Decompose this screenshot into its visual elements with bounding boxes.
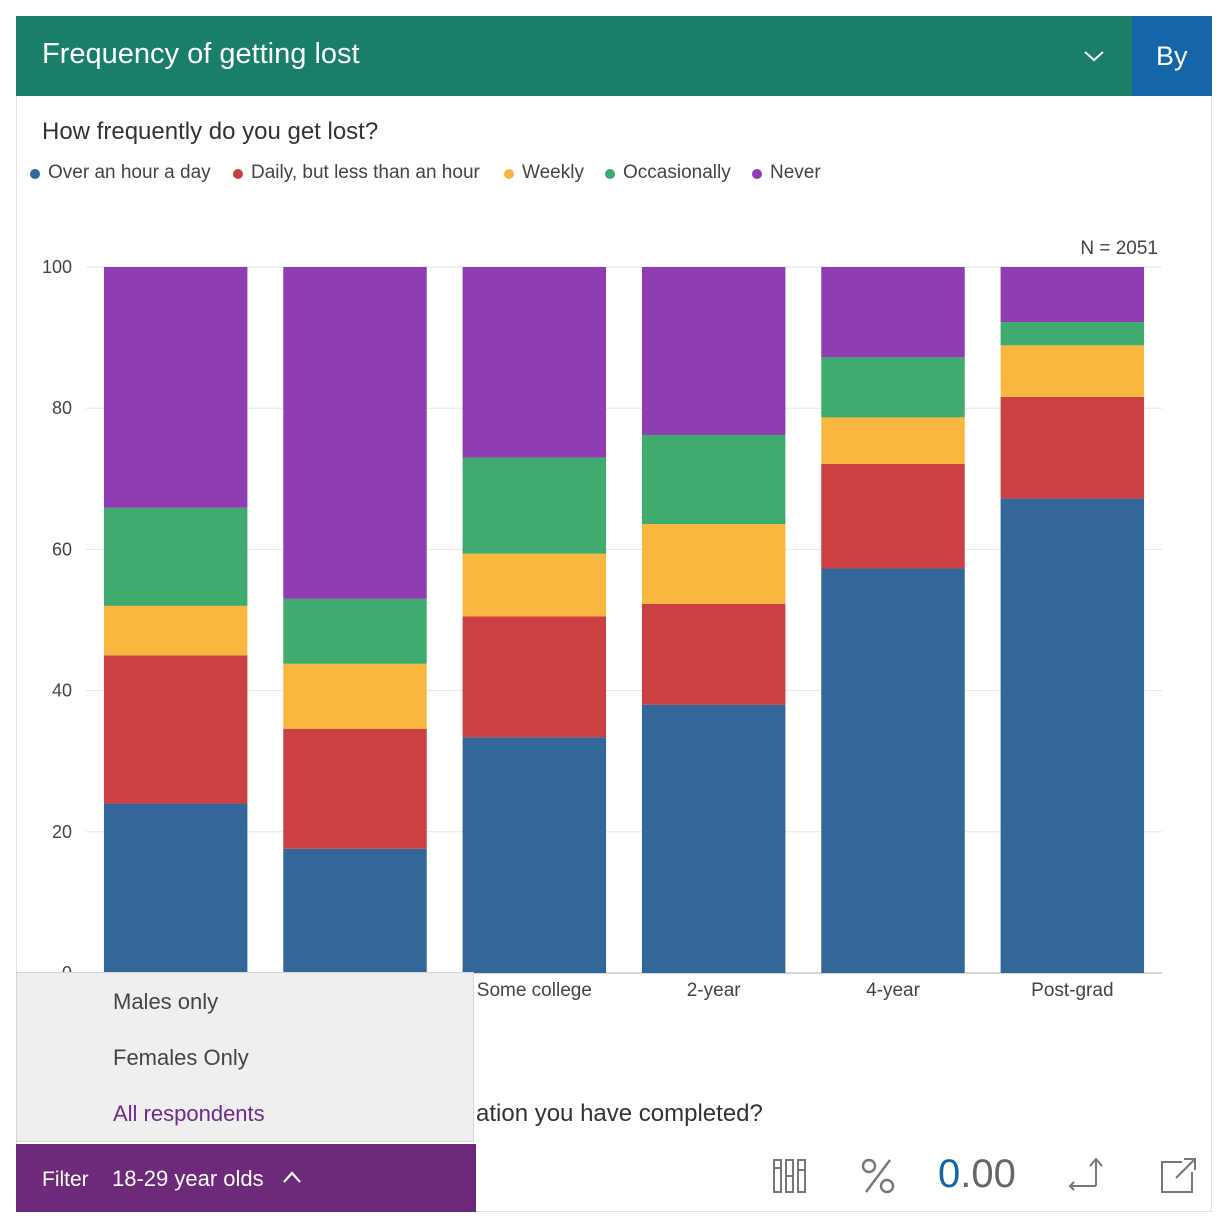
filter-dropdown-menu: Males only Females Only All respondents xyxy=(16,972,474,1142)
bar-segment xyxy=(641,267,786,436)
filter-option-males[interactable]: Males only xyxy=(113,989,219,1014)
bar-segment xyxy=(821,463,965,569)
bar-segment xyxy=(1000,345,1145,397)
y-tick-label: 80 xyxy=(52,398,72,418)
bar-segment xyxy=(462,457,607,554)
filter-value: 18-29 year olds xyxy=(112,1166,264,1191)
bar-segment xyxy=(103,507,248,606)
x-tick-label: Some college xyxy=(477,980,592,1001)
swap-axes-icon[interactable] xyxy=(1068,1156,1108,1196)
bar-segment xyxy=(462,616,607,738)
filter-option-all[interactable]: All respondents xyxy=(113,1101,265,1126)
legend-label: Weekly xyxy=(522,162,584,183)
bar-segment xyxy=(821,267,965,358)
bar-segment xyxy=(821,417,965,464)
bar-segment xyxy=(462,267,607,458)
second-question-text: ation you have completed? xyxy=(476,1100,763,1127)
bar-segment xyxy=(462,737,607,973)
bar-segment xyxy=(1000,267,1145,323)
bar-segment xyxy=(641,523,786,604)
legend-label: Over an hour a day xyxy=(48,162,211,183)
bar-segment xyxy=(103,605,248,656)
bar-segment xyxy=(641,435,786,524)
y-tick-label: 100 xyxy=(42,257,72,277)
bar-segment xyxy=(103,803,248,973)
bar-segment xyxy=(1000,396,1145,499)
filter-label: Filter xyxy=(42,1168,89,1191)
x-tick-label: 4-year xyxy=(866,980,921,1001)
columns-icon[interactable] xyxy=(770,1156,810,1196)
legend-dot-3 xyxy=(605,169,615,179)
decimals-lead: 0 xyxy=(938,1152,961,1196)
legend-dot-2 xyxy=(504,169,514,179)
legend-label: Never xyxy=(770,162,821,183)
chevron-down-icon[interactable] xyxy=(1082,44,1106,68)
bar-segment xyxy=(1000,498,1145,973)
bar-segment xyxy=(283,848,427,973)
bar-segment xyxy=(821,568,965,973)
legend-dot-0 xyxy=(30,169,40,179)
legend-label: Occasionally xyxy=(623,162,731,183)
bar-segment xyxy=(283,663,427,729)
external-link-icon[interactable] xyxy=(1158,1156,1198,1196)
legend-label: Daily, but less than an hour xyxy=(251,162,480,183)
chevron-up-icon[interactable] xyxy=(282,1170,302,1184)
bar-segment xyxy=(1000,322,1145,346)
bar-segment xyxy=(641,603,786,705)
sample-size-label: N = 2051 xyxy=(1080,238,1158,259)
decimals-rest: .00 xyxy=(960,1152,1016,1196)
bar-segment xyxy=(103,267,248,508)
bar-segment xyxy=(103,655,248,804)
bar-segment xyxy=(283,598,427,664)
y-tick-label: 20 xyxy=(52,822,72,842)
filter-bar[interactable]: Filter 18-29 year olds xyxy=(16,1144,476,1212)
chart-header: Frequency of getting lost xyxy=(16,16,1132,96)
bar-segment xyxy=(462,553,607,617)
percent-icon[interactable] xyxy=(858,1156,898,1196)
chart-title: Frequency of getting lost xyxy=(42,38,360,70)
bar-segment xyxy=(641,704,786,973)
question-text: How frequently do you get lost? xyxy=(42,118,379,145)
x-tick-label: Post-grad xyxy=(1031,980,1113,1001)
by-button[interactable]: By xyxy=(1132,16,1212,96)
bar-segment xyxy=(283,267,427,599)
legend-dot-4 xyxy=(752,169,762,179)
decimal-places-control[interactable]: 0.00 xyxy=(938,1152,1016,1197)
legend-dot-1 xyxy=(233,169,243,179)
filter-option-females[interactable]: Females Only xyxy=(113,1045,249,1070)
bar-segment xyxy=(283,728,427,849)
y-tick-label: 40 xyxy=(52,681,72,701)
bar-segment xyxy=(821,357,965,418)
x-tick-label: 2-year xyxy=(687,980,742,1001)
y-tick-label: 60 xyxy=(52,539,72,559)
